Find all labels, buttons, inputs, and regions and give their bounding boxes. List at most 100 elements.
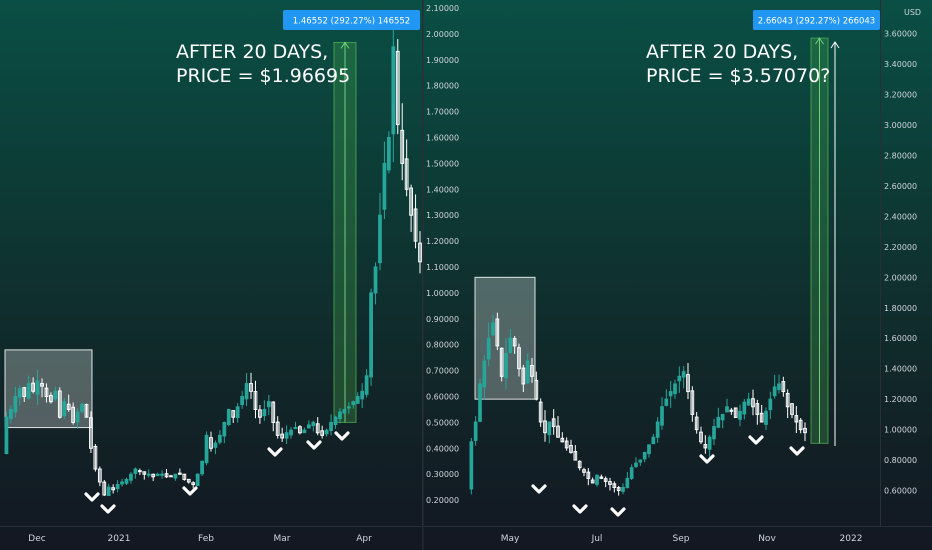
candle: [258, 404, 262, 424]
candle-body: [44, 387, 49, 397]
candle: [504, 337, 508, 390]
candle-body: [355, 396, 360, 404]
y-tick-label: 1.80000: [426, 82, 459, 91]
candle: [569, 439, 573, 454]
candle-body: [400, 129, 405, 164]
x-tick-label: Sep: [673, 534, 690, 544]
candle-body: [75, 411, 80, 423]
candle: [160, 470, 164, 480]
candle-body: [781, 381, 786, 393]
candle-body: [772, 386, 777, 397]
candle: [9, 405, 13, 424]
y-tick-label: 1.90000: [426, 56, 459, 65]
candle: [338, 408, 342, 424]
candle-body: [534, 379, 539, 400]
candle-body: [642, 451, 647, 460]
candle-body: [133, 468, 138, 474]
candle: [22, 386, 27, 402]
candle: [106, 483, 111, 497]
candle: [40, 378, 44, 398]
candle: [634, 457, 638, 469]
candle-body: [80, 403, 84, 412]
candle-body: [686, 374, 690, 393]
measure-arrowhead: [815, 37, 824, 45]
y-tick-label: 0.40000: [426, 444, 459, 453]
candle-body: [364, 375, 369, 395]
candle: [369, 288, 373, 386]
candle: [391, 26, 396, 163]
annotation-text: PRICE = $3.57070?: [646, 65, 830, 87]
y-tick-label: 1.00000: [426, 289, 459, 298]
candle: [218, 430, 222, 445]
candle-body: [777, 383, 781, 391]
y-tick-label: 0.30000: [426, 470, 459, 479]
candle: [120, 478, 124, 487]
candle-body: [213, 442, 218, 448]
candle: [142, 471, 147, 480]
candle: [351, 400, 356, 409]
candle: [660, 397, 664, 430]
candle: [53, 386, 58, 402]
candle-body: [124, 478, 129, 484]
candle: [738, 404, 742, 427]
candle: [13, 386, 18, 418]
candle: [133, 467, 138, 479]
x-tick-label: Feb: [198, 534, 214, 544]
candle-body: [235, 406, 240, 419]
candle: [62, 397, 67, 420]
candle: [794, 405, 799, 434]
dip-marker-chevron: [789, 446, 805, 456]
dip-marker-chevron: [334, 431, 350, 441]
annotation-text: PRICE = $1.96695: [176, 65, 350, 87]
y-tick-label: 2.00000: [426, 30, 459, 39]
candle: [638, 459, 643, 466]
candle-body: [57, 390, 62, 418]
candle: [595, 474, 599, 487]
candle-body: [768, 398, 773, 411]
y-tick-label: 3.60000: [884, 30, 917, 39]
candle-body: [62, 401, 67, 417]
y-tick-label: 1.50000: [426, 159, 459, 168]
candle: [560, 432, 565, 443]
candle: [625, 472, 630, 489]
candle-body: [164, 473, 169, 478]
candle: [785, 389, 790, 419]
candle-body: [681, 371, 686, 378]
y-tick-label: 1.10000: [426, 263, 459, 272]
candle: [284, 425, 289, 444]
candle-body: [17, 388, 22, 398]
candle-body: [53, 390, 58, 400]
candle: [333, 415, 338, 429]
candle-body: [244, 383, 249, 400]
candle: [768, 391, 773, 419]
measure-label-text: 1.46552 (292.27%) 146552: [293, 17, 410, 27]
candle: [262, 400, 267, 421]
candle: [491, 315, 495, 337]
candle-body: [395, 50, 400, 126]
candle: [508, 329, 513, 354]
candle: [222, 421, 227, 444]
candle: [4, 411, 9, 455]
candle-body: [755, 403, 760, 415]
candle: [298, 425, 302, 435]
candle-body: [115, 484, 120, 490]
candle-body: [742, 401, 747, 415]
candle-body: [195, 473, 200, 487]
candle-body: [590, 479, 595, 484]
candle-body: [209, 437, 213, 449]
candle-body: [333, 416, 338, 426]
candle: [44, 383, 49, 403]
candle: [655, 417, 660, 443]
x-tick-label: May: [501, 534, 520, 544]
candle: [551, 409, 556, 435]
candle-body: [249, 383, 253, 392]
candle-body: [71, 406, 76, 423]
candle: [409, 184, 413, 232]
candle: [642, 451, 647, 463]
candle-body: [106, 486, 111, 497]
candle-body: [508, 337, 513, 353]
candle: [525, 353, 530, 384]
candle-body: [160, 473, 164, 476]
candle: [746, 392, 751, 406]
x-tick-label: Jul: [591, 534, 603, 544]
